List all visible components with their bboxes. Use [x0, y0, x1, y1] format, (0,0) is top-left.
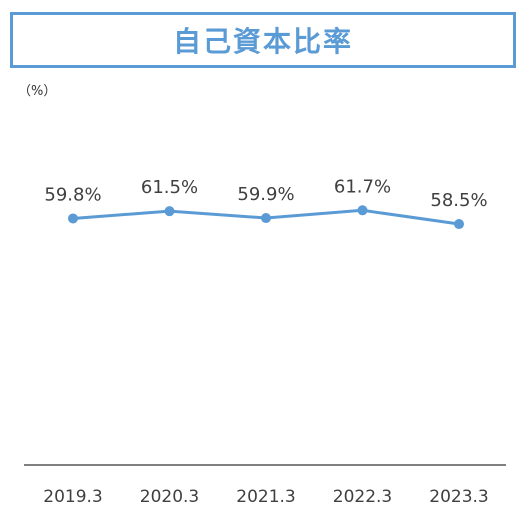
x-tick-label: 2023.3: [429, 487, 488, 507]
data-point: [454, 219, 464, 230]
data-point: [357, 205, 368, 216]
chart-title-box: 自己資本比率: [10, 12, 516, 68]
x-tick-label: 2021.3: [236, 487, 295, 507]
data-label: 59.9%: [237, 184, 294, 205]
y-unit-label: （%）: [18, 84, 57, 99]
chart-title: 自己資本比率: [172, 25, 353, 58]
data-label: 61.7%: [334, 176, 391, 197]
x-tick-label: 2019.3: [43, 487, 102, 507]
x-tick-label: 2020.3: [140, 487, 199, 507]
data-label: 61.5%: [141, 177, 198, 198]
x-tick-label: 2022.3: [333, 487, 392, 507]
data-point: [68, 213, 78, 224]
data-label: 59.8%: [44, 184, 101, 205]
data-point: [164, 206, 175, 217]
data-point: [261, 213, 271, 224]
data-label: 58.5%: [430, 190, 487, 211]
